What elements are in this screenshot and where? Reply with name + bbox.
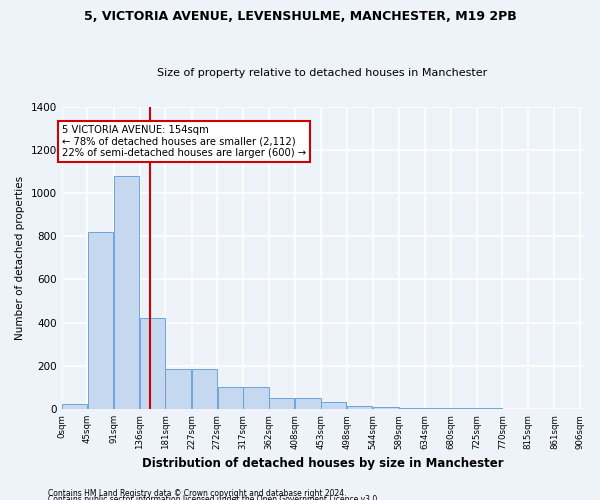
Bar	[62, 404, 87, 409]
X-axis label: Distribution of detached houses by size in Manchester: Distribution of detached houses by size …	[142, 457, 503, 470]
Bar	[114, 176, 139, 409]
Text: 5, VICTORIA AVENUE, LEVENSHULME, MANCHESTER, M19 2PB: 5, VICTORIA AVENUE, LEVENSHULME, MANCHES…	[83, 10, 517, 23]
Y-axis label: Number of detached properties: Number of detached properties	[15, 176, 25, 340]
Title: Size of property relative to detached houses in Manchester: Size of property relative to detached ho…	[157, 68, 487, 78]
Bar	[218, 388, 243, 409]
Bar	[192, 369, 217, 409]
Bar	[244, 388, 269, 409]
Bar	[399, 408, 424, 409]
Text: Contains public sector information licensed under the Open Government Licence v3: Contains public sector information licen…	[48, 495, 380, 500]
Bar	[269, 398, 295, 409]
Bar	[347, 406, 372, 409]
Bar	[166, 369, 191, 409]
Bar	[88, 232, 113, 409]
Bar	[295, 398, 320, 409]
Text: Contains HM Land Registry data © Crown copyright and database right 2024.: Contains HM Land Registry data © Crown c…	[48, 488, 347, 498]
Bar	[140, 318, 165, 409]
Bar	[321, 402, 346, 409]
Text: 5 VICTORIA AVENUE: 154sqm
← 78% of detached houses are smaller (2,112)
22% of se: 5 VICTORIA AVENUE: 154sqm ← 78% of detac…	[62, 125, 306, 158]
Bar	[373, 407, 398, 409]
